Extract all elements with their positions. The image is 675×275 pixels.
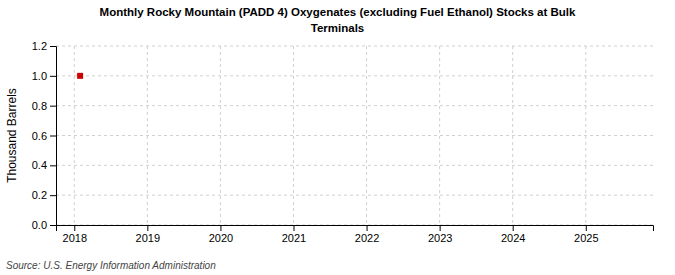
grid-line-y [56,46,653,47]
x-tick-label: 2019 [136,232,160,244]
grid-line-y [56,165,653,166]
y-tick: 1.0 [32,70,56,82]
x-tick-mark [220,225,221,231]
x-tick-label: 2023 [428,232,452,244]
grid-line-y [56,75,653,76]
y-tick-mark [50,165,56,166]
x-tick-label: 2021 [282,232,306,244]
y-tick-mark [50,46,56,47]
y-tick-label: 0.6 [32,130,47,142]
x-axis-line [57,226,654,232]
x-tick-label: 2020 [209,232,233,244]
x-tick-mark [147,225,148,231]
y-axis-line [50,47,57,226]
marks [77,73,83,79]
y-tick-label: 0.4 [32,159,47,171]
x-tick-mark [293,225,294,231]
y-tick-mark [50,106,56,107]
point [77,73,83,79]
grid-line-y [56,105,653,106]
x-tick-mark [513,225,514,231]
x-tick: 2019 [136,225,160,244]
x-axis: 2018 2019 2020 2021 2022 2023 2024 2025 [57,225,654,244]
plot-area: 201820192020202120222023202420250.00.20.… [32,40,654,244]
grid [56,46,653,225]
y-tick-label: 1.0 [32,70,47,82]
grid-line-x [366,46,367,225]
y-tick-label: 0.8 [32,100,47,112]
grid-line-y [56,135,653,136]
x-tick: 2021 [282,225,306,244]
x-tick: 2025 [574,225,598,244]
x-tick: 2023 [428,225,452,244]
x-tick-mark [440,225,441,231]
y-axis-title: Thousand Barrels [5,88,19,183]
x-tick-label: 2022 [355,232,379,244]
x-tick-label: 2024 [501,232,525,244]
grid-line-y [56,195,653,196]
y-tick-mark [50,76,56,77]
title: Monthly Rocky Mountain (PADD 4) Oxygenat… [100,6,576,34]
x-tick-mark [367,225,368,231]
y-tick-label: 0.0 [32,219,47,231]
x-tick: 2020 [209,225,233,244]
x-tick-mark [586,225,587,231]
y-tick: 1.2 [32,40,56,52]
x-tick-label: 2018 [63,232,87,244]
y-tick-label: 1.2 [32,40,47,52]
y-tick: 0.4 [32,159,56,171]
x-tick-mark [74,225,75,231]
y-tick-mark [50,195,56,196]
y-tick: 0.0 [32,219,56,231]
y-tick-label: 0.2 [32,189,47,201]
x-tick: 2022 [355,225,379,244]
y-tick: 0.2 [32,189,56,201]
source-note: Source: U.S. Energy Information Administ… [6,260,216,271]
y-axis: 0.0 0.2 0.4 0.6 0.8 1.0 1.2 [32,40,57,231]
grid-line-x [293,46,294,225]
x-tick: 2018 [63,225,87,244]
y-tick-mark [50,136,56,137]
x-tick: 2024 [501,225,525,244]
y-tick: 0.8 [32,100,56,112]
grid-line-x [439,46,440,225]
x-tick-label: 2025 [574,232,598,244]
chart: 201820192020202120222023202420250.00.20.… [0,0,675,275]
y-tick: 0.6 [32,130,56,142]
y-tick-mark [50,225,56,226]
